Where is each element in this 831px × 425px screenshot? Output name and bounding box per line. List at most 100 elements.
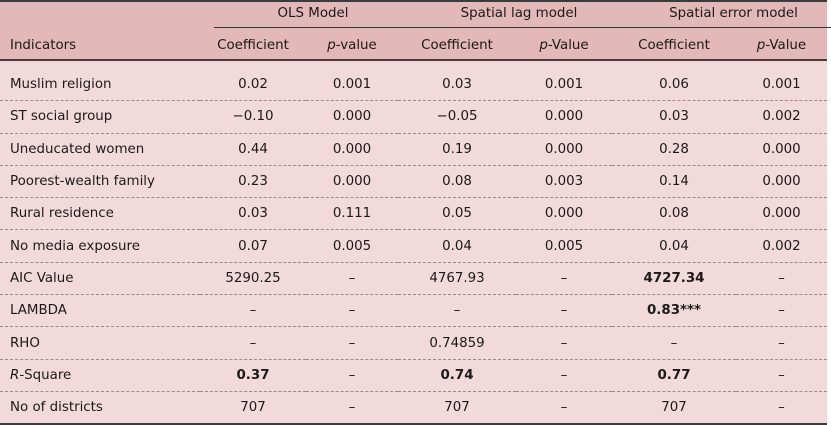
cell: 0.07 xyxy=(200,229,306,263)
row-label: R-Square xyxy=(0,358,200,392)
cell: 0.002 xyxy=(736,229,828,263)
cell-highlight: 0.77 xyxy=(612,358,736,392)
p-suffix: -value xyxy=(335,37,377,53)
row-label: ST social group xyxy=(0,100,200,134)
row-label: No media exposure xyxy=(0,229,200,263)
cell: – xyxy=(736,390,828,425)
cell: 0.44 xyxy=(200,132,306,166)
cell: – xyxy=(306,326,398,360)
cell: −0.10 xyxy=(200,100,306,134)
row-label: RHO xyxy=(0,326,200,360)
group-label-ols: OLS Model xyxy=(214,6,412,28)
cell: 707 xyxy=(612,390,736,425)
cell: 0.001 xyxy=(332,77,372,93)
cell: – xyxy=(306,390,398,425)
table-row-aic: AIC Value 5290.25 – 4767.93 – 4727.34 – xyxy=(0,261,828,295)
cell: 0.003 xyxy=(516,164,612,198)
cell: 0.001 xyxy=(762,77,801,93)
header-empty-cell xyxy=(0,0,200,31)
cell: 0.000 xyxy=(736,132,828,166)
p-italic: p xyxy=(327,37,336,53)
cell: – xyxy=(516,261,612,295)
cell: – xyxy=(736,326,828,360)
cell: 0.000 xyxy=(306,100,398,134)
cell: 0.04 xyxy=(398,229,516,263)
cell: 0.08 xyxy=(398,164,516,198)
ols-pvalue-header: p-value xyxy=(306,31,398,61)
cell: −0.05 xyxy=(398,100,516,134)
table-header: OLS Model Spatial lag model Spatial erro… xyxy=(0,0,831,61)
ols-coefficient-header: Coefficient xyxy=(200,31,306,61)
table-row-rho: RHO – – 0.74859 – – – xyxy=(0,326,828,360)
cell: – xyxy=(736,261,828,295)
lag-pvalue-header: p-Value xyxy=(516,31,612,61)
cell: 0.000 xyxy=(736,164,828,198)
table-row: Poorest-wealth family 0.23 0.000 0.08 0.… xyxy=(0,164,828,198)
table-row: ST social group −0.10 0.000 −0.05 0.000 … xyxy=(0,100,828,134)
cell: 0.04 xyxy=(612,229,736,263)
p-suffix: -Value xyxy=(547,37,589,53)
group-header-spatial-error: Spatial error model xyxy=(612,0,831,31)
lag-coefficient-header: Coefficient xyxy=(398,31,516,61)
cell: – xyxy=(200,326,306,360)
cell: – xyxy=(306,358,398,392)
cell: 0.03 xyxy=(200,197,306,230)
label-rest: -Square xyxy=(19,367,72,383)
spacer-row xyxy=(0,60,828,69)
cell: 0.03 xyxy=(612,100,736,134)
cell: 0.03 xyxy=(442,77,472,93)
cell: – xyxy=(736,358,828,392)
row-label: Rural residence xyxy=(0,197,200,230)
group-label-spatial-error: Spatial error model xyxy=(626,6,831,28)
header-group-row: OLS Model Spatial lag model Spatial erro… xyxy=(0,0,831,31)
error-pvalue-header: p-Value xyxy=(736,31,828,61)
cell: 707 xyxy=(398,390,516,425)
cell: 0.111 xyxy=(306,197,398,230)
indicators-header: Indicators xyxy=(0,31,200,61)
cell: 707 xyxy=(200,390,306,425)
cell-highlight: 4727.34 xyxy=(612,261,736,295)
cell: – xyxy=(200,294,306,327)
cell: 0.05 xyxy=(398,197,516,230)
cell: 0.000 xyxy=(516,197,612,230)
cell: 0.19 xyxy=(398,132,516,166)
table-row-districts: No of districts 707 – 707 – 707 – xyxy=(0,390,828,425)
cell-highlight: 0.83*** xyxy=(612,294,736,327)
cell: 0.001 xyxy=(544,77,584,93)
row-label: No of districts xyxy=(0,390,200,425)
cell: 0.06 xyxy=(659,77,689,93)
spacer-cell xyxy=(0,60,827,69)
cell: – xyxy=(398,294,516,327)
cell: 0.000 xyxy=(516,100,612,134)
p-suffix: -Value xyxy=(765,37,807,53)
cell: – xyxy=(516,390,612,425)
cell: 4767.93 xyxy=(398,261,516,295)
table-row-lambda: LAMBDA – – – – 0.83*** – xyxy=(0,294,828,327)
cell-highlight: 0.74 xyxy=(398,358,516,392)
header-sub-row: Indicators Coefficient p-value Coefficie… xyxy=(0,31,828,61)
row-label: Muslim religion xyxy=(10,77,112,93)
cell: 0.28 xyxy=(612,132,736,166)
cell: 0.005 xyxy=(516,229,612,263)
row-label: AIC Value xyxy=(0,261,200,295)
cell: – xyxy=(306,294,398,327)
cell: 0.005 xyxy=(306,229,398,263)
cell: – xyxy=(612,326,736,360)
error-coefficient-header: Coefficient xyxy=(612,31,736,61)
cell-highlight: 0.37 xyxy=(200,358,306,392)
cell: – xyxy=(516,358,612,392)
table-row: No media exposure 0.07 0.005 0.04 0.005 … xyxy=(0,229,828,263)
table-row-r-square: R-Square 0.37 – 0.74 – 0.77 – xyxy=(0,358,828,392)
row-label: Uneducated women xyxy=(0,132,200,166)
group-header-ols: OLS Model xyxy=(200,0,412,31)
cell: – xyxy=(516,326,612,360)
cell: 0.000 xyxy=(306,164,398,198)
cell: 0.02 xyxy=(238,77,268,93)
table-row: Uneducated women 0.44 0.000 0.19 0.000 0… xyxy=(0,132,828,166)
cell: 0.000 xyxy=(736,197,828,230)
cell: 5290.25 xyxy=(200,261,306,295)
group-label-spatial-lag: Spatial lag model xyxy=(412,6,626,28)
cell: 0.08 xyxy=(612,197,736,230)
